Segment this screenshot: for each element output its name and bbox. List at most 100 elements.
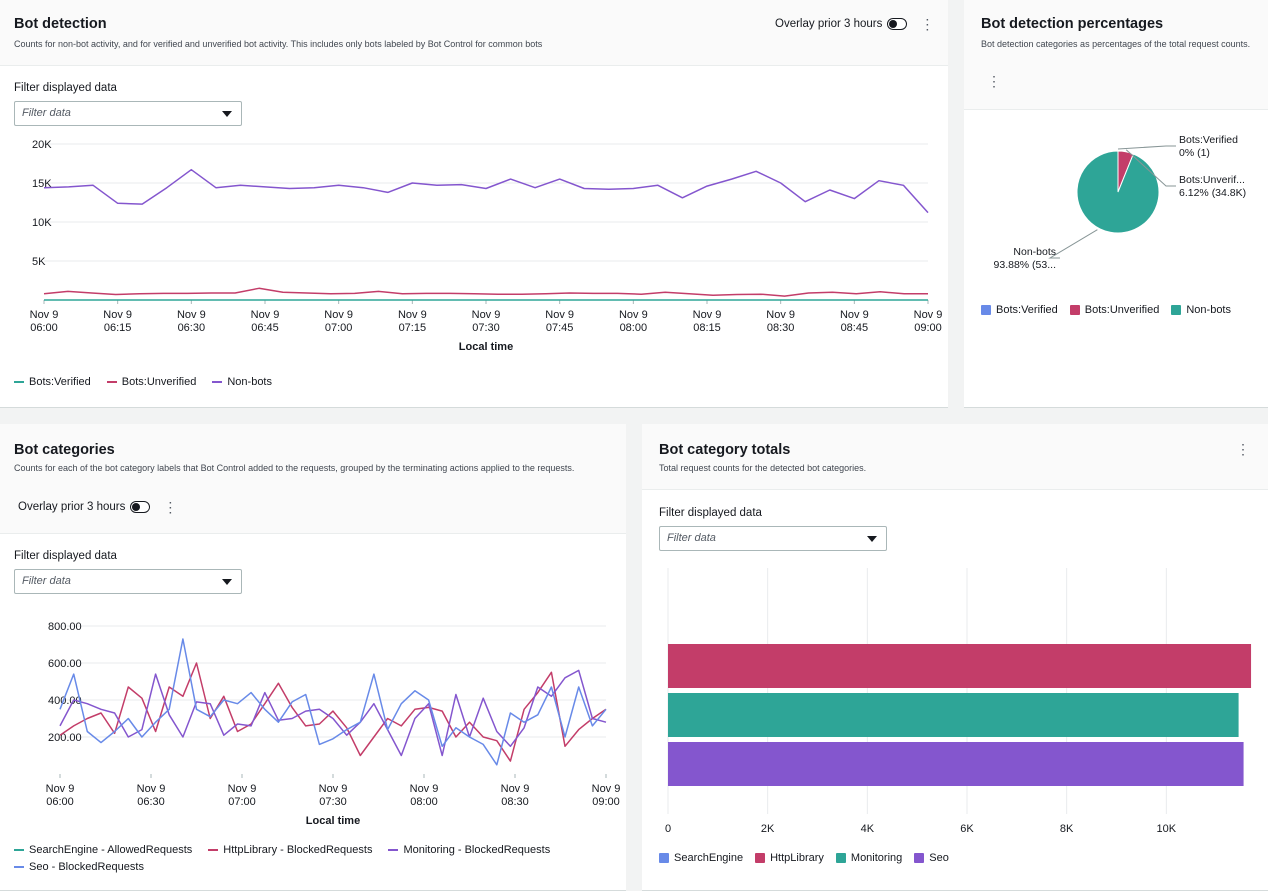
- x-tick-label: Nov 9: [398, 309, 427, 321]
- panel-description: Counts for each of the bot category labe…: [14, 463, 575, 473]
- more-options-icon[interactable]: ⋮: [1236, 441, 1250, 457]
- filter-label: Filter displayed data: [14, 550, 117, 562]
- toggle-switch[interactable]: [887, 18, 908, 30]
- overlay-toggle[interactable]: Overlay prior 3 hours ⋮: [18, 500, 177, 514]
- x-axis-label: Local time: [459, 341, 513, 353]
- legend-item[interactable]: Bots:Verified: [981, 304, 1058, 316]
- legend-item[interactable]: Bots:Unverified: [106, 376, 197, 388]
- legend-item[interactable]: Bots:Verified: [14, 376, 91, 388]
- x-tick-label: 8K: [1060, 823, 1074, 835]
- x-tick-label: 09:00: [592, 796, 620, 808]
- x-tick-label: 06:45: [251, 322, 279, 334]
- bot-category-totals-panel: Bot category totals Total request counts…: [642, 424, 1268, 891]
- legend-label: Bots:Unverified: [121, 376, 197, 388]
- legend-item[interactable]: Monitoring: [835, 852, 902, 864]
- y-tick-label: 5K: [32, 256, 46, 268]
- panel-title: Bot category totals: [659, 442, 791, 458]
- x-tick-label: Nov 9: [472, 309, 501, 321]
- panel-title: Bot detection: [14, 16, 107, 32]
- x-tick-label: 06:00: [30, 322, 58, 334]
- legend-item[interactable]: SearchEngine: [659, 852, 743, 864]
- legend-swatch: [14, 865, 24, 869]
- series-line: [59, 669, 607, 757]
- legend-swatch: [1171, 305, 1182, 315]
- x-tick-label: 08:15: [693, 322, 721, 334]
- x-tick-label: 06:30: [137, 796, 165, 808]
- x-tick-label: 07:15: [399, 322, 427, 334]
- x-tick-label: Nov 9: [914, 309, 943, 321]
- chart-legend: Bots:Verified Bots:Unverified Non-bots: [981, 304, 1231, 316]
- filter-dropdown[interactable]: Filter data: [14, 101, 242, 126]
- panel-header: Bot detection Counts for non-bot activit…: [0, 0, 948, 66]
- legend-swatch: [106, 380, 117, 384]
- y-tick-label: 10K: [32, 217, 52, 229]
- panel-description: Total request counts for the detected bo…: [659, 463, 867, 473]
- x-tick-label: Nov 9: [693, 309, 722, 321]
- x-tick-label: 07:00: [228, 796, 256, 808]
- panel-header: Bot detection percentages Bot detection …: [964, 0, 1268, 110]
- legend-swatch: [212, 380, 223, 384]
- toggle-switch[interactable]: [130, 501, 151, 513]
- x-tick-label: 08:00: [620, 322, 648, 334]
- legend-item[interactable]: HttpLibrary - BlockedRequests: [208, 844, 372, 856]
- chart-legend: SearchEngine HttpLibrary Monitoring Seo: [659, 852, 949, 864]
- more-options-icon[interactable]: ⋮: [987, 73, 1001, 89]
- x-tick-label: 06:15: [104, 322, 132, 334]
- x-tick-label: Nov 9: [501, 783, 530, 795]
- y-tick-label: 200.00: [48, 732, 82, 744]
- slice-label: Non-bots: [1013, 246, 1056, 258]
- x-tick-label: Nov 9: [228, 783, 257, 795]
- y-tick-label: 600.00: [48, 658, 82, 670]
- bot-categories-panel: Bot categories Counts for each of the bo…: [0, 424, 626, 891]
- series-line: [59, 662, 607, 762]
- filter-label: Filter displayed data: [14, 82, 117, 94]
- bar: [668, 644, 1252, 688]
- legend-item[interactable]: SearchEngine - AllowedRequests: [14, 844, 192, 856]
- series-line: [43, 287, 928, 297]
- legend-item[interactable]: Non-bots: [1171, 304, 1231, 316]
- x-tick-label: 09:00: [914, 322, 942, 334]
- series-line: [59, 638, 607, 766]
- more-options-icon[interactable]: ⋮: [920, 16, 935, 32]
- bot-detection-panel: Bot detection Counts for non-bot activit…: [0, 0, 948, 408]
- x-tick-label: 4K: [861, 823, 875, 835]
- panel-title: Bot detection percentages: [981, 16, 1164, 32]
- slice-value: 0% (1): [1179, 147, 1210, 159]
- x-tick-label: 08:30: [501, 796, 529, 808]
- leader-line: [1125, 149, 1176, 187]
- chart-legend: SearchEngine - AllowedRequests HttpLibra…: [14, 844, 614, 873]
- leader-line: [1117, 145, 1176, 150]
- legend-item[interactable]: Seo - BlockedRequests: [14, 861, 144, 873]
- filter-dropdown[interactable]: Filter data: [14, 569, 242, 594]
- x-tick-label: Nov 9: [410, 783, 439, 795]
- caret-down-icon: [867, 536, 877, 542]
- bar: [668, 742, 1244, 786]
- panel-header: Bot categories Counts for each of the bo…: [0, 424, 626, 534]
- bot-category-totals-chart: 0 2K 4K 6K 8K 10K: [665, 568, 1252, 835]
- legend-item[interactable]: HttpLibrary: [755, 852, 824, 864]
- legend-label: HttpLibrary: [770, 852, 824, 864]
- slice-value: 6.12% (34.8K): [1179, 187, 1246, 199]
- filter-dropdown[interactable]: Filter data: [659, 526, 887, 551]
- chart-legend: Bots:Verified Bots:Unverified Non-bots: [14, 376, 272, 388]
- legend-swatch: [1069, 305, 1080, 315]
- slice-label: Bots:Verified: [1179, 134, 1238, 146]
- filter-placeholder: Filter data: [22, 575, 71, 587]
- y-tick-label: 400.00: [48, 695, 82, 707]
- overlay-toggle[interactable]: Overlay prior 3 hours ⋮: [775, 17, 934, 31]
- legend-item[interactable]: Bots:Unverified: [1069, 304, 1159, 316]
- more-options-icon[interactable]: ⋮: [163, 499, 178, 515]
- x-tick-label: 2K: [761, 823, 775, 835]
- legend-item[interactable]: Monitoring - BlockedRequests: [388, 844, 550, 856]
- legend-item[interactable]: Non-bots: [212, 376, 272, 388]
- legend-swatch: [388, 848, 399, 852]
- series-line: [43, 168, 929, 214]
- legend-swatch: [981, 305, 991, 315]
- legend-label: Non-bots: [1186, 304, 1231, 316]
- legend-item[interactable]: Seo: [914, 852, 949, 864]
- x-tick-label: Nov 9: [251, 309, 280, 321]
- leader-line: [1048, 229, 1098, 259]
